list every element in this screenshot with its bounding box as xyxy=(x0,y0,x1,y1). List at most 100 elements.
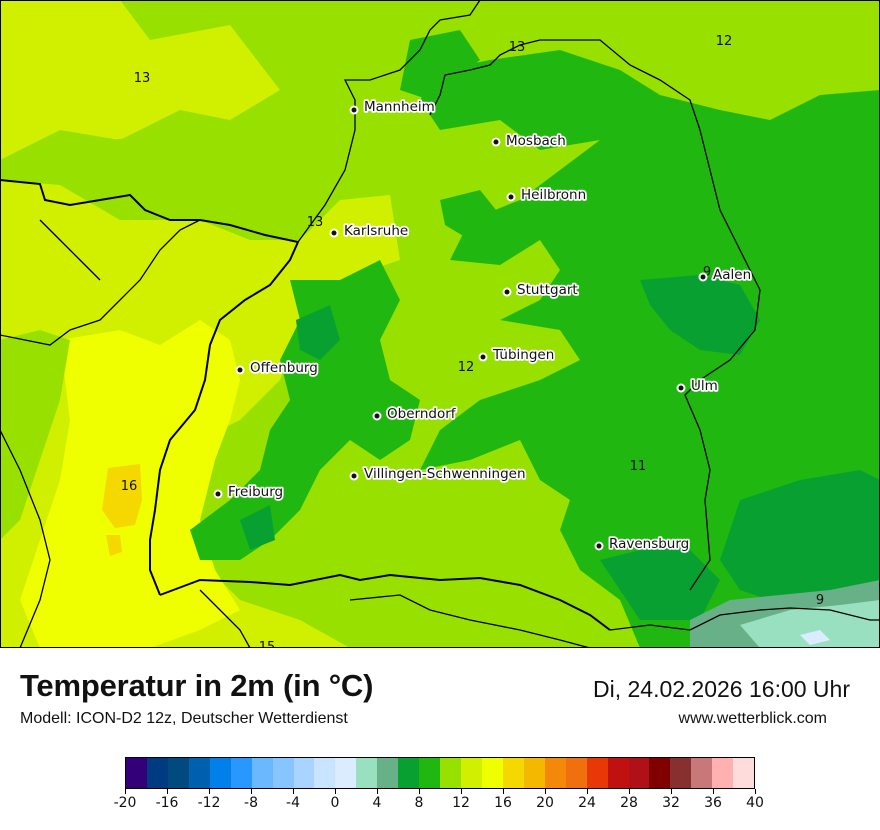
legend-tick-label: -8 xyxy=(244,795,258,811)
city-label: Freiburg xyxy=(228,484,283,500)
legend-swatch xyxy=(523,758,545,788)
city-label: Aalen xyxy=(713,267,751,283)
legend-swatch xyxy=(419,758,441,788)
legend-tick-label: 36 xyxy=(704,795,722,811)
legend-tick-label: 0 xyxy=(330,795,340,811)
legend-swatch xyxy=(188,758,210,788)
legend-swatch xyxy=(440,758,461,788)
legend-tick-label: -12 xyxy=(197,795,221,811)
legend-swatch xyxy=(502,758,524,788)
city-label: Stuttgart xyxy=(517,282,578,298)
region-14-16 xyxy=(0,0,280,160)
model-info: Modell: ICON-D2 12z, Deutscher Wetterdie… xyxy=(20,710,348,727)
city-label: Tübingen xyxy=(492,347,554,363)
legend-swatch xyxy=(335,758,357,788)
color-legend-bar xyxy=(125,757,755,789)
legend-tick xyxy=(167,789,168,794)
city-tuebingen[interactable]: Tübingen xyxy=(478,345,556,365)
city-label: Ravensburg xyxy=(609,536,689,552)
legend-tick-label: 32 xyxy=(662,795,680,811)
city-heilbronn[interactable]: Heilbronn xyxy=(506,185,588,205)
legend-tick-label: 20 xyxy=(536,795,554,811)
legend-tick xyxy=(545,789,546,794)
legend-tick-label: -20 xyxy=(113,795,137,811)
legend-swatch xyxy=(314,758,336,788)
contour-label: 11 xyxy=(630,459,647,474)
legend-swatch xyxy=(691,758,713,788)
region-8-10 xyxy=(640,275,760,355)
legend-swatch xyxy=(586,758,608,788)
legend-tick-label: 40 xyxy=(746,795,764,811)
borders xyxy=(0,0,880,648)
city-karlsruhe[interactable]: Karlsruhe xyxy=(329,221,410,241)
legend-swatch xyxy=(565,758,587,788)
legend-tick xyxy=(713,789,714,794)
region-8-10 xyxy=(600,540,720,620)
contour-label: 12 xyxy=(458,360,475,375)
legend-tick xyxy=(419,789,420,794)
legend-swatch xyxy=(126,758,147,788)
city-mosbach[interactable]: Mosbach xyxy=(491,131,568,151)
contour-label: 12 xyxy=(716,34,733,49)
contour-label: 16 xyxy=(121,479,138,494)
region-10-12 xyxy=(400,30,480,100)
city-mannheim[interactable]: Mannheim xyxy=(349,97,437,117)
city-aalen[interactable]: Aalen xyxy=(698,265,753,285)
legend-tick xyxy=(503,789,504,794)
temperature-map: 13 13 12 13 9 12 11 16 9 15 Mannheim Mos… xyxy=(0,0,880,648)
legend-tick xyxy=(209,789,210,794)
city-label: Offenburg xyxy=(250,360,318,376)
legend-tick-label: -4 xyxy=(286,795,300,811)
city-stuttgart[interactable]: Stuttgart xyxy=(502,280,579,300)
city-label: Oberndorf xyxy=(387,406,457,422)
legend-tick xyxy=(755,789,756,794)
contour-label: 13 xyxy=(307,215,324,230)
city-ravensburg[interactable]: Ravensburg xyxy=(594,534,691,554)
city-offenburg[interactable]: Offenburg xyxy=(235,358,320,378)
contour-labels: 13 13 12 13 9 12 11 16 9 15 xyxy=(121,34,824,648)
city-oberndorf[interactable]: Oberndorf xyxy=(372,404,458,424)
contour-label: 15 xyxy=(259,640,276,648)
legend-tick-label: 4 xyxy=(372,795,382,811)
legend-tick xyxy=(125,789,126,794)
legend-tick xyxy=(335,789,336,794)
city-villingen-schwenningen[interactable]: Villingen-Schwenningen xyxy=(349,464,527,484)
legend-tick-label: 28 xyxy=(620,795,638,811)
city-freiburg[interactable]: Freiburg xyxy=(213,482,285,502)
legend-tick-label: 16 xyxy=(494,795,512,811)
cities: Mannheim Mosbach Heilbronn Karlsruhe Aal… xyxy=(213,97,753,554)
legend-tick-label: -16 xyxy=(155,795,179,811)
region-8-10 xyxy=(720,470,880,610)
region-2-4 xyxy=(740,600,880,648)
legend-tick xyxy=(587,789,588,794)
region-12-14 xyxy=(110,130,330,225)
forecast-datetime: Di, 24.02.2026 16:00 Uhr xyxy=(592,676,850,702)
region-8-10 xyxy=(296,305,340,360)
legend-swatch xyxy=(461,758,482,788)
contour-label: 13 xyxy=(509,40,526,55)
contour-label: 9 xyxy=(816,593,824,608)
region-0-2 xyxy=(800,630,830,645)
contour-label: 9 xyxy=(703,265,711,280)
city-ulm[interactable]: Ulm xyxy=(676,376,720,396)
legend-tick xyxy=(629,789,630,794)
legend-tick xyxy=(251,789,252,794)
website-link[interactable]: www.wetterblick.com xyxy=(678,710,827,727)
region-10-12 xyxy=(190,260,420,560)
city-label: Karlsruhe xyxy=(344,223,408,239)
contour-label: 13 xyxy=(134,71,151,86)
legend-swatch xyxy=(607,758,629,788)
legend-swatch xyxy=(293,758,315,788)
legend-swatch xyxy=(670,758,692,788)
city-label: Heilbronn xyxy=(521,187,586,203)
page-title: Temperatur in 2m (in °C) xyxy=(20,668,374,703)
legend-swatch xyxy=(733,758,755,788)
legend-tick-label: 12 xyxy=(452,795,470,811)
color-legend-ticks: -20 -16 -12 -8 -4 0 4 8 12 16 20 24 28 32 36 40 xyxy=(114,789,764,819)
legend-swatch xyxy=(356,758,378,788)
region-10-12 xyxy=(440,190,500,240)
legend-swatch xyxy=(628,758,650,788)
city-label: Ulm xyxy=(691,378,718,394)
legend-swatch xyxy=(377,758,399,788)
legend-tick xyxy=(461,789,462,794)
